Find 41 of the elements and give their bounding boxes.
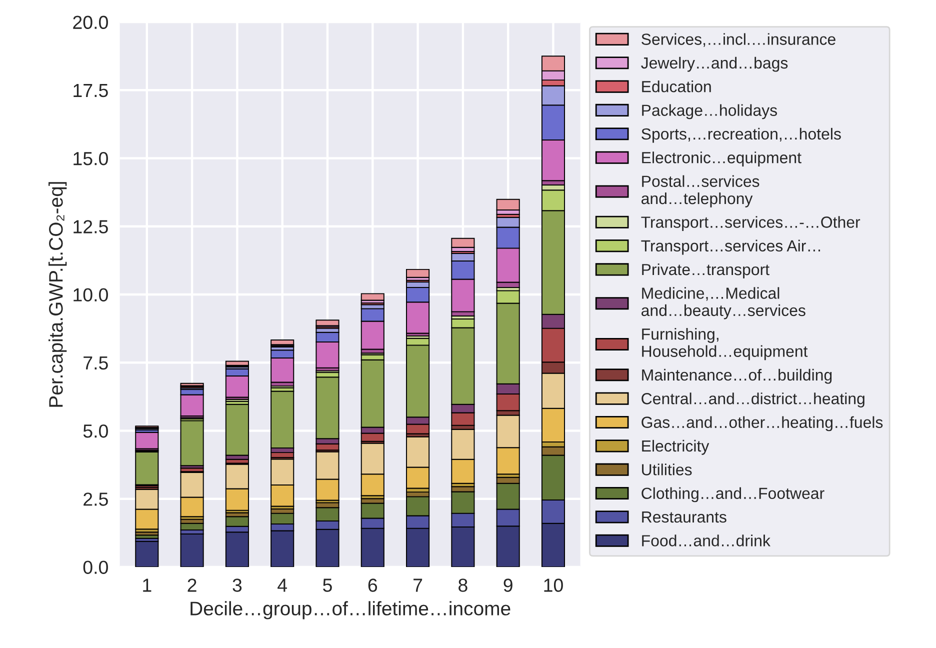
legend-label: Jewelry…and…bags: [641, 56, 788, 72]
y-tick-label: 15.0: [74, 152, 108, 166]
legend-label: Food…and…drink: [642, 534, 770, 546]
legend-label: Package…holidays: [642, 104, 777, 120]
y-tick-label: 10.0: [74, 288, 108, 302]
legend-label: Central…and…district…heating: [642, 392, 864, 408]
legend-label: Medicine,…Medical and…beauty…services: [642, 287, 806, 320]
y-tick-label: 2.5: [84, 492, 108, 506]
legend-label: Electricity: [642, 440, 710, 455]
legend-label: Education: [642, 80, 711, 92]
y-tick-label: 7.5: [84, 356, 108, 370]
legend-label: Maintenance…of…building: [642, 368, 832, 384]
legend-label: Services,…incl.…insurance: [642, 33, 836, 47]
y-tick-label: 20.0: [73, 16, 108, 30]
legend-label: Restaurants: [642, 512, 726, 523]
legend-label: Clothing…and…Footwear: [642, 487, 824, 502]
x-tick-label: 9: [504, 578, 512, 592]
legend-label: Furnishing, Household…equipment: [642, 328, 808, 360]
x-tick-label: 8: [458, 578, 468, 592]
x-tick-label: 6: [368, 578, 378, 592]
x-axis-title: Decile…group…of…lifetime…income: [190, 601, 510, 620]
x-tick-label: 3: [232, 578, 242, 592]
legend-label: Private…transport: [642, 263, 770, 278]
y-tick-label: 5.0: [83, 424, 108, 438]
legend-label: Gas…and…other…heating…fuels: [642, 416, 883, 432]
x-tick-label: 1: [143, 578, 152, 592]
x-tick-label: 7: [414, 578, 422, 592]
x-tick-label: 2: [188, 578, 196, 592]
legend-label: Transport…services Air…: [641, 240, 820, 255]
x-tick-label: 10: [544, 578, 563, 592]
legend-label: Sports,…recreation,…hotels: [642, 128, 841, 143]
y-tick-label: 17.5: [74, 84, 108, 98]
legend-label: Postal…services and…telephony: [642, 175, 760, 208]
legend-label: Electronic…equipment: [642, 152, 802, 166]
y-tick-label: 12.5: [74, 220, 108, 234]
legend-label: Transport…services…-…Other: [641, 216, 860, 232]
x-tick-label: 4: [278, 578, 288, 592]
y-axis-title: Per.capita.GWP.[t.CO₂-eq]: [48, 182, 67, 407]
legend-label: Utilities: [642, 464, 692, 476]
y-tick-label: 0.0: [83, 560, 108, 574]
x-tick-label: 5: [323, 578, 332, 592]
